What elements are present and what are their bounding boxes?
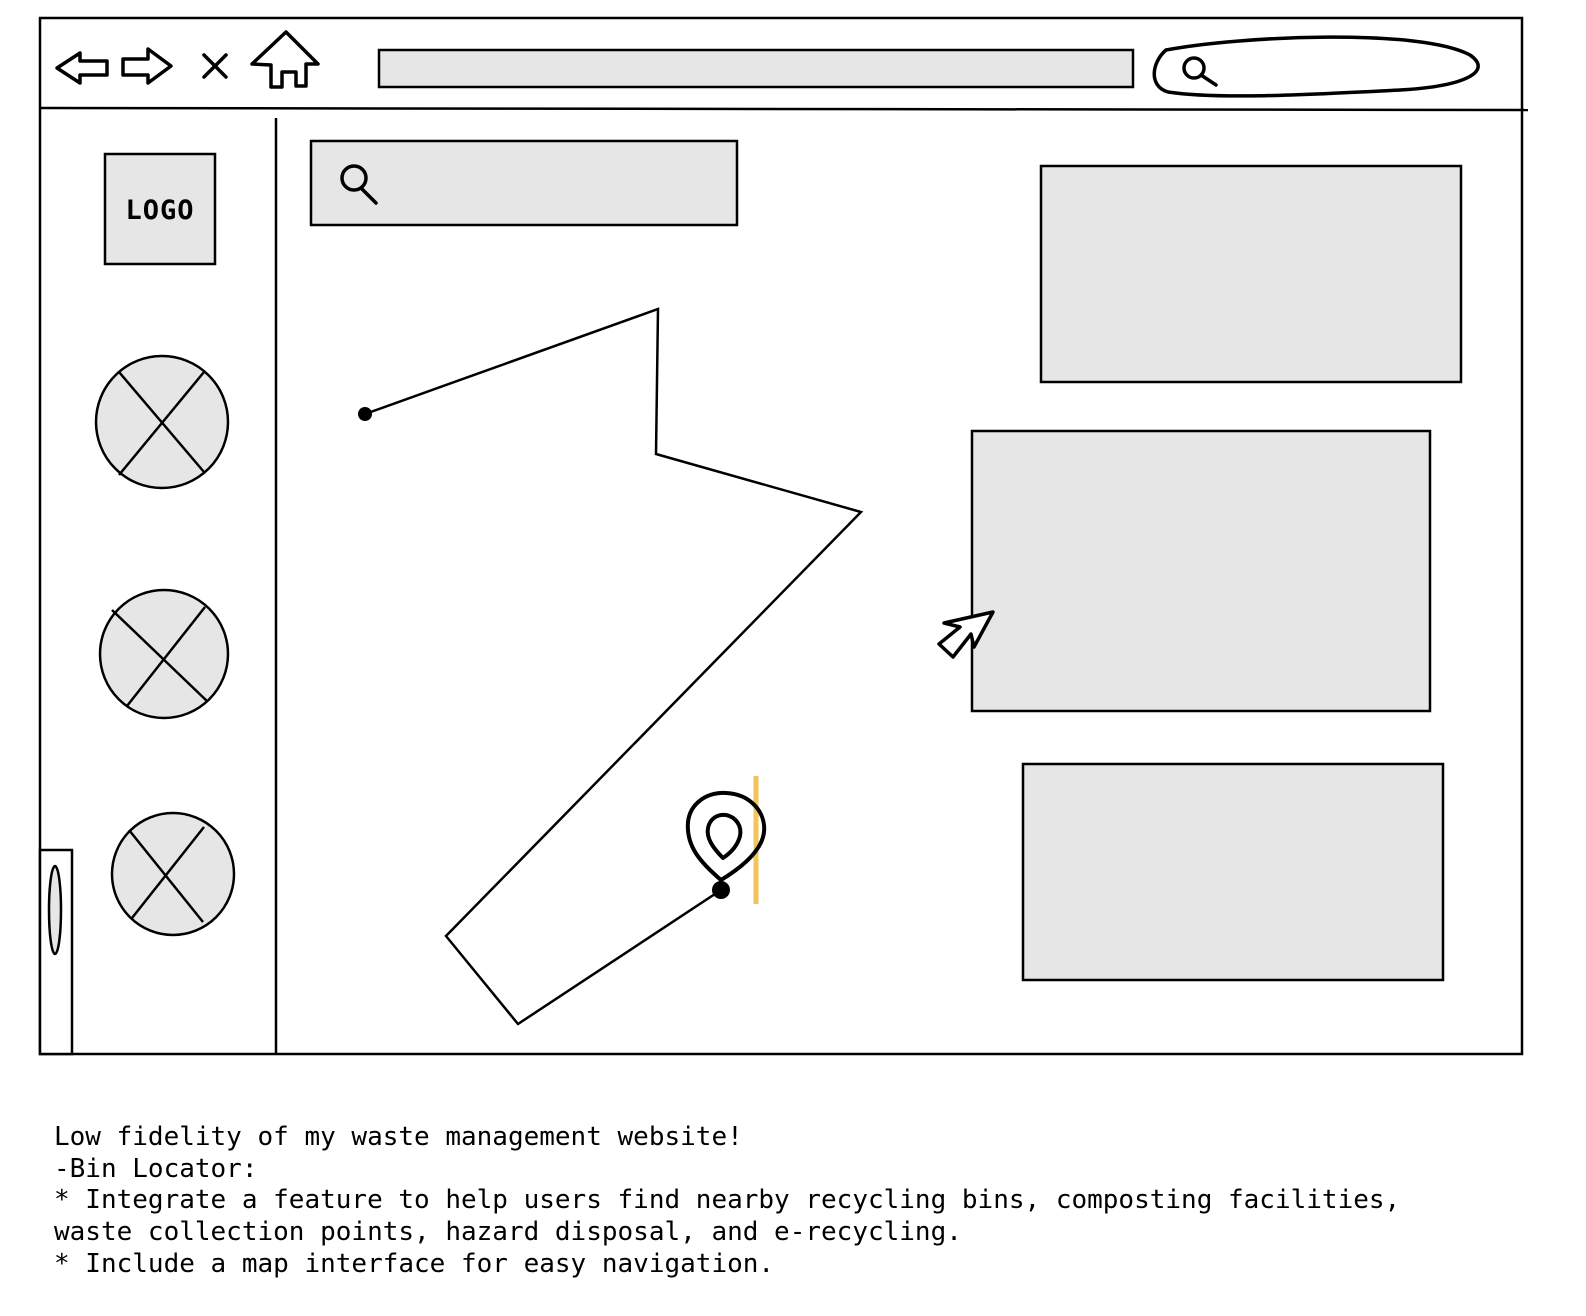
forward-arrow-icon[interactable] <box>121 47 173 85</box>
wireframe-frame: LOGO <box>38 16 1529 1056</box>
route-start-point <box>358 407 372 421</box>
description-line: -Bin Locator: <box>54 1153 258 1184</box>
description-line: * Integrate a feature to help users find… <box>54 1185 1401 1216</box>
map-search-input[interactable] <box>309 139 739 227</box>
toolbar-divider <box>39 106 1529 112</box>
scrollbar[interactable] <box>38 848 74 1056</box>
description-text: Low fidelity of my waste management webs… <box>54 1122 1554 1281</box>
description-line: waste collection points, hazard disposal… <box>54 1217 962 1248</box>
cursor-icon <box>937 610 995 659</box>
content-card-1[interactable] <box>1039 164 1463 384</box>
scrollbar-thumb[interactable] <box>47 864 63 956</box>
address-bar[interactable] <box>377 48 1135 89</box>
close-icon[interactable] <box>202 53 228 79</box>
logo[interactable]: LOGO <box>103 152 217 266</box>
map-pin-icon[interactable] <box>685 790 767 882</box>
sidebar-placeholder-2[interactable] <box>98 588 230 720</box>
browser-search-field[interactable] <box>1152 35 1480 98</box>
content-card-2[interactable] <box>970 429 1432 713</box>
home-icon[interactable] <box>250 30 320 89</box>
search-icon <box>340 164 378 205</box>
back-arrow-icon[interactable] <box>55 51 109 85</box>
route-end-point <box>712 881 730 899</box>
description-line: Low fidelity of my waste management webs… <box>54 1122 743 1152</box>
sidebar-placeholder-1[interactable] <box>94 354 230 490</box>
svg-text:LOGO: LOGO <box>125 195 194 226</box>
content-card-3[interactable] <box>1021 762 1445 982</box>
sidebar-placeholder-3[interactable] <box>110 811 236 937</box>
map-route <box>358 307 864 1026</box>
description-line: * Include a map interface for easy navig… <box>54 1248 775 1279</box>
search-icon <box>1182 56 1218 87</box>
